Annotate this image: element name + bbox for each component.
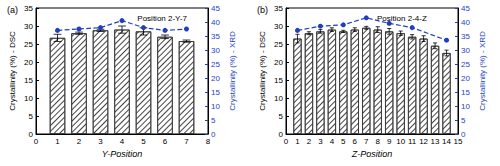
svg-text:1: 1 [295,137,300,146]
svg-text:10: 10 [211,102,220,111]
svg-text:5: 5 [211,116,216,125]
svg-text:15: 15 [454,137,463,146]
svg-text:8: 8 [206,137,211,146]
svg-text:13: 13 [431,137,440,146]
svg-text:14: 14 [442,137,451,146]
svg-text:4: 4 [120,137,125,146]
svg-text:5: 5 [461,116,466,125]
svg-text:35: 35 [24,4,33,13]
svg-text:Position 2-Y-7: Position 2-Y-7 [137,14,187,23]
svg-text:5: 5 [29,112,34,121]
svg-text:2: 2 [77,137,82,146]
svg-text:35: 35 [274,4,283,13]
svg-text:40: 40 [461,18,470,27]
svg-text:25: 25 [461,60,470,69]
svg-text:2: 2 [307,137,312,146]
svg-text:6: 6 [163,137,168,146]
svg-text:Crystallinity (%) - XRD: Crystallinity (%) - XRD [478,31,487,111]
svg-text:35: 35 [211,32,220,41]
svg-text:6: 6 [353,137,358,146]
svg-text:8: 8 [376,137,381,146]
svg-text:0: 0 [28,129,33,139]
svg-text:25: 25 [211,60,220,69]
svg-text:5: 5 [341,137,346,146]
svg-text:20: 20 [24,58,33,67]
svg-text:40: 40 [211,18,220,27]
svg-text:0: 0 [34,137,39,146]
svg-text:12: 12 [419,137,428,146]
svg-text:25: 25 [24,40,33,49]
svg-text:Z-Position: Z-Position [351,149,393,159]
svg-text:11: 11 [408,137,417,146]
svg-text:45: 45 [461,4,470,13]
svg-text:3: 3 [318,137,323,146]
svg-text:15: 15 [274,76,283,85]
svg-text:15: 15 [211,88,220,97]
svg-text:0: 0 [211,130,216,139]
svg-text:5: 5 [279,112,284,121]
svg-text:5: 5 [141,137,146,146]
svg-text:0: 0 [284,137,289,146]
svg-text:7: 7 [364,137,369,146]
svg-text:30: 30 [24,22,33,31]
svg-text:10: 10 [461,102,470,111]
svg-text:Position 2-4-Z: Position 2-4-Z [377,14,427,23]
svg-text:10: 10 [24,94,33,103]
svg-text:15: 15 [24,76,33,85]
svg-text:30: 30 [461,46,470,55]
svg-text:20: 20 [211,74,220,83]
svg-text:(b): (b) [257,5,268,15]
svg-text:7: 7 [184,137,189,146]
svg-text:15: 15 [461,88,470,97]
svg-text:Crystallinity (%) - XRD: Crystallinity (%) - XRD [228,31,237,111]
svg-text:35: 35 [461,32,470,41]
svg-text:0: 0 [278,129,283,139]
svg-text:20: 20 [274,58,283,67]
svg-text:4: 4 [330,137,335,146]
svg-text:30: 30 [274,22,283,31]
svg-text:Y-Position: Y-Position [102,149,142,159]
svg-text:1: 1 [55,137,60,146]
svg-text:30: 30 [211,46,220,55]
svg-text:25: 25 [274,40,283,49]
svg-text:9: 9 [387,137,392,146]
svg-text:3: 3 [98,137,103,146]
svg-text:10: 10 [274,94,283,103]
svg-text:(a): (a) [7,5,18,15]
svg-text:20: 20 [461,74,470,83]
svg-text:Crystallinity (%) - DSC: Crystallinity (%) - DSC [8,31,17,111]
svg-text:Crystallinity (%) - DSC: Crystallinity (%) - DSC [258,31,267,111]
svg-text:0: 0 [461,129,466,139]
svg-text:10: 10 [396,137,405,146]
svg-text:45: 45 [211,4,220,13]
